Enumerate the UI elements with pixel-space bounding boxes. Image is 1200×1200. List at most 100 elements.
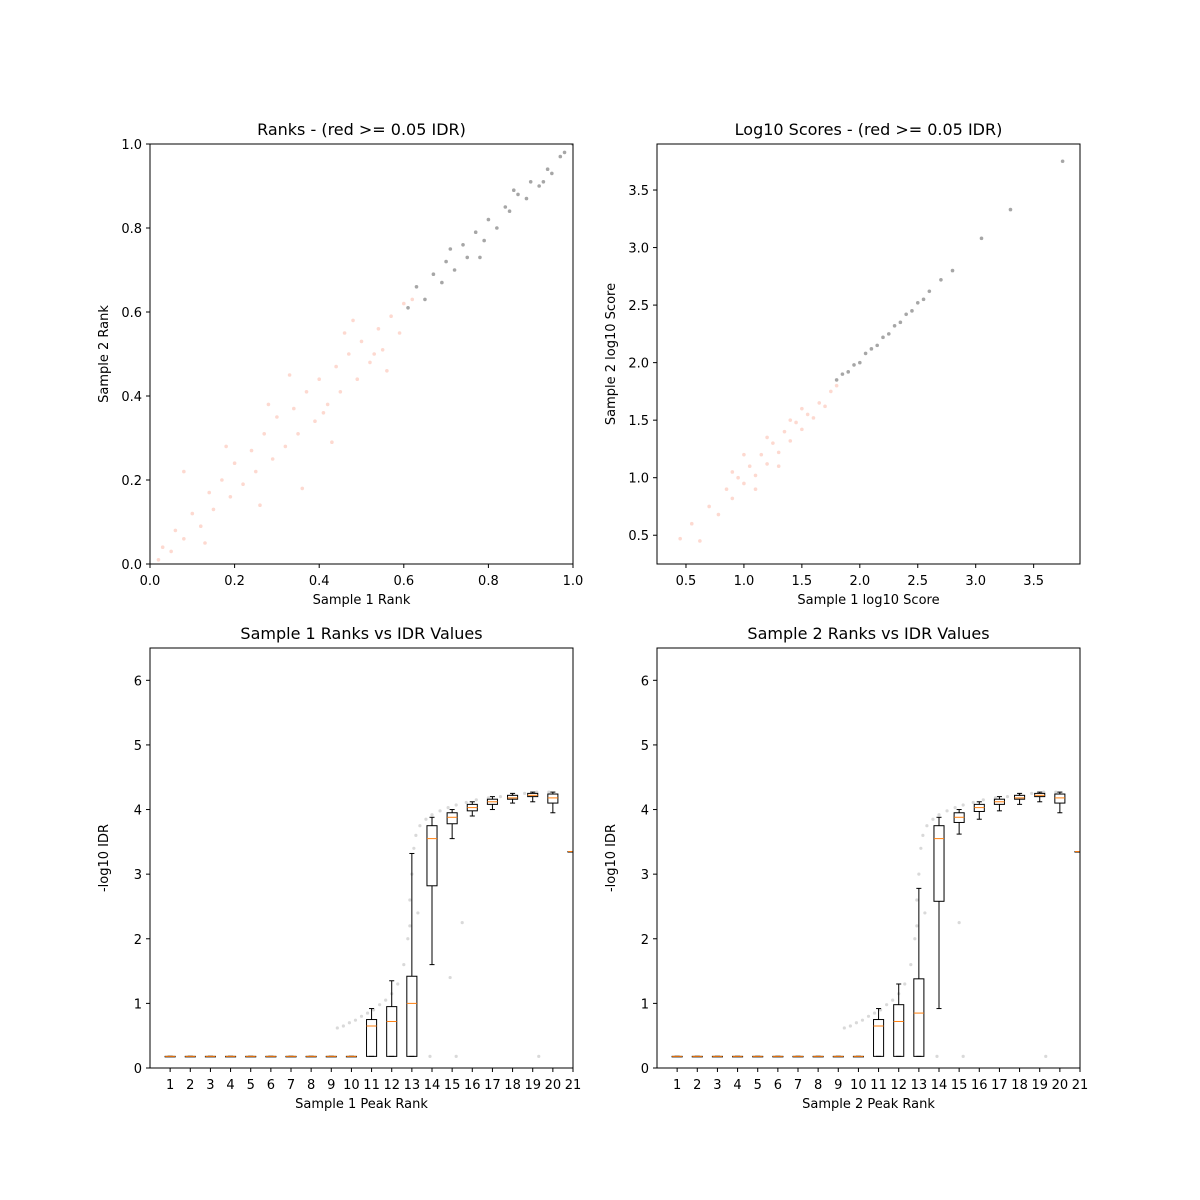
- x-tick-label: 15: [444, 1078, 461, 1093]
- x-tick-label: 3: [206, 1078, 214, 1093]
- y-tick-label: 3: [641, 868, 649, 883]
- idr-point: [953, 806, 957, 810]
- scatter-point-fail: [287, 373, 292, 377]
- scatter-point-fail: [241, 482, 245, 487]
- y-tick-label: 1: [134, 997, 142, 1012]
- idr-point: [913, 937, 917, 941]
- x-tick-label: 2: [693, 1078, 701, 1093]
- y-tick-label: 2: [641, 933, 649, 948]
- scatter-point-fail: [334, 364, 338, 369]
- y-tick-label: 3: [134, 868, 142, 883]
- x-axis-label: Sample 1 log10 Score: [797, 593, 939, 608]
- y-tick-label: 2.5: [628, 299, 649, 314]
- idr-point: [931, 817, 935, 821]
- y-axis-label: Sample 2 Rank: [97, 305, 112, 403]
- idr-point: [971, 800, 975, 805]
- idr-point: [885, 1003, 889, 1007]
- x-tick-label: 5: [247, 1078, 255, 1093]
- scatter-point-pass: [1008, 207, 1013, 212]
- x-tick-label: 5: [754, 1078, 762, 1093]
- scatter-point-fail: [385, 369, 389, 373]
- chart-title: Log10 Scores - (red >= 0.05 IDR): [735, 120, 1003, 139]
- x-tick-label: 3.5: [1023, 574, 1044, 589]
- x-tick-label: 11: [363, 1078, 380, 1093]
- idr-point: [424, 817, 428, 821]
- idr-point: [1054, 790, 1058, 794]
- x-tick-label: 12: [890, 1078, 907, 1093]
- scatter-point-pass: [423, 297, 427, 302]
- x-tick-label: 19: [1031, 1078, 1048, 1093]
- box: [1014, 794, 1026, 800]
- scatter-point-pass: [921, 297, 926, 302]
- x-tick-label: 2.0: [849, 574, 870, 589]
- scatter-point-fail: [338, 390, 343, 394]
- x-tick-label: 0.8: [478, 574, 499, 589]
- scatter-point-pass: [452, 268, 457, 272]
- scatter-point-fail: [325, 402, 330, 407]
- scatter-point-pass: [869, 347, 874, 351]
- idr-point: [418, 824, 422, 828]
- scatter-point-fail: [169, 549, 173, 554]
- scatter-point-pass: [562, 150, 567, 155]
- idr-point: [365, 1011, 370, 1015]
- idr-point: [414, 833, 418, 837]
- box: [386, 1006, 398, 1057]
- idr-point: [903, 982, 907, 986]
- x-tick-label: 6: [774, 1078, 782, 1093]
- idr-point: [961, 803, 965, 807]
- scatter-point-fail: [724, 487, 729, 492]
- idr-point: [412, 846, 416, 850]
- scatter-point-fail: [716, 512, 721, 517]
- scatter-point-fail: [313, 419, 317, 424]
- idr-point: [406, 937, 410, 941]
- box: [366, 1019, 378, 1057]
- idr-point: [402, 963, 406, 967]
- x-tick-label: 13: [911, 1078, 928, 1093]
- y-tick-label: 4: [641, 804, 649, 819]
- box: [547, 793, 559, 804]
- scatter-point-fail: [410, 297, 415, 302]
- chart-title: Ranks - (red >= 0.05 IDR): [257, 120, 466, 139]
- scatter-point-fail: [707, 504, 711, 509]
- idr-point: [915, 898, 919, 902]
- scatter-point-pass: [448, 247, 453, 251]
- idr-point: [917, 872, 921, 876]
- x-tick-label: 14: [931, 1078, 948, 1093]
- scatter-point-pass: [840, 372, 845, 376]
- scatter-point-fail: [321, 411, 326, 415]
- scatter-point-pass: [852, 363, 856, 367]
- scatter-point-pass: [440, 280, 444, 285]
- scatter-point-fail: [776, 464, 781, 468]
- idr-point: [464, 800, 468, 805]
- scatter-point-pass: [875, 343, 879, 348]
- axes-frame: [656, 143, 1081, 565]
- scatter-point-pass: [858, 360, 862, 365]
- x-tick-label: 1: [673, 1078, 681, 1093]
- x-tick-label: 1.0: [734, 574, 755, 589]
- idr-point: [460, 921, 464, 925]
- x-tick-label: 0.4: [309, 574, 330, 589]
- scatter-point-pass: [503, 205, 508, 209]
- idr-point: [909, 963, 913, 967]
- y-tick-label: 3.5: [628, 184, 649, 199]
- scatter-point-pass: [495, 226, 499, 230]
- box: [933, 825, 945, 902]
- idr-point: [935, 1054, 939, 1058]
- plot-area: [678, 159, 1065, 543]
- idr-point: [353, 1018, 358, 1022]
- scatter-point-pass: [414, 285, 419, 289]
- scatter-point-fail: [258, 503, 262, 508]
- y-tick-label: 0.2: [121, 474, 142, 489]
- y-tick-label: 0: [134, 1062, 142, 1077]
- scatter-point-fail: [759, 452, 764, 457]
- x-tick-label: 21: [565, 1078, 582, 1093]
- y-axis-label: -log10 IDR: [604, 824, 619, 892]
- x-tick-label: 7: [287, 1078, 295, 1093]
- scatter-point-pass: [406, 306, 410, 310]
- y-tick-label: 0.8: [121, 222, 142, 237]
- scatter-point-fail: [355, 377, 360, 382]
- idr-point: [945, 809, 949, 813]
- y-tick-label: 6: [134, 674, 142, 689]
- scatter-point-fail: [736, 475, 740, 480]
- scatter-point-fail: [228, 495, 233, 499]
